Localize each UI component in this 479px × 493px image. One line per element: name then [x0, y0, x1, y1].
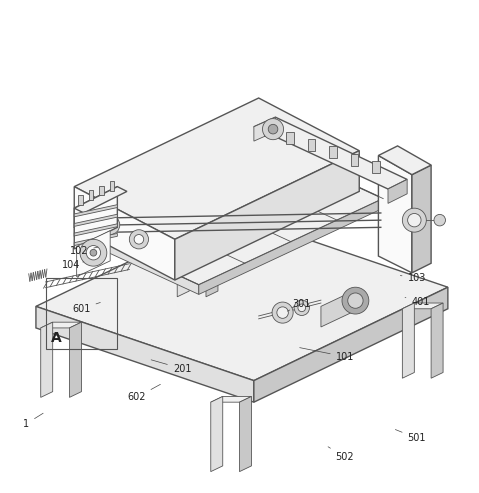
Polygon shape: [74, 141, 383, 285]
Polygon shape: [74, 224, 117, 236]
Polygon shape: [41, 322, 81, 328]
Polygon shape: [431, 303, 443, 378]
Circle shape: [80, 239, 107, 266]
Polygon shape: [78, 195, 83, 205]
Polygon shape: [264, 124, 272, 137]
Text: 104: 104: [62, 260, 84, 270]
Text: 602: 602: [127, 385, 160, 402]
Polygon shape: [74, 187, 117, 249]
Circle shape: [298, 304, 306, 312]
Text: 103: 103: [400, 273, 426, 282]
Polygon shape: [402, 303, 443, 309]
Polygon shape: [175, 151, 359, 280]
Polygon shape: [177, 221, 189, 297]
Circle shape: [105, 220, 115, 230]
Polygon shape: [99, 186, 104, 196]
Polygon shape: [36, 306, 254, 402]
Bar: [46, 278, 117, 350]
Text: 101: 101: [300, 348, 354, 362]
Polygon shape: [254, 117, 275, 141]
Polygon shape: [74, 187, 175, 280]
Text: 301: 301: [287, 299, 311, 311]
Polygon shape: [110, 181, 114, 191]
Polygon shape: [402, 303, 414, 378]
Polygon shape: [74, 187, 127, 213]
Polygon shape: [74, 233, 117, 246]
Polygon shape: [388, 179, 407, 204]
Polygon shape: [308, 139, 315, 151]
Polygon shape: [321, 290, 354, 327]
Circle shape: [342, 287, 369, 314]
Circle shape: [408, 213, 421, 227]
Polygon shape: [41, 322, 53, 397]
Polygon shape: [378, 146, 431, 175]
Text: A: A: [51, 331, 62, 346]
Text: 102: 102: [70, 246, 98, 256]
Circle shape: [348, 293, 363, 308]
Polygon shape: [89, 190, 93, 200]
Polygon shape: [286, 132, 294, 143]
Polygon shape: [77, 231, 110, 277]
Polygon shape: [206, 221, 218, 297]
Text: 501: 501: [395, 429, 426, 443]
Polygon shape: [329, 146, 337, 158]
Polygon shape: [412, 165, 431, 273]
Circle shape: [101, 215, 120, 235]
Circle shape: [268, 124, 278, 134]
Polygon shape: [36, 213, 448, 381]
Circle shape: [90, 249, 97, 256]
Polygon shape: [211, 396, 223, 472]
Polygon shape: [69, 322, 81, 397]
Circle shape: [434, 214, 445, 226]
Polygon shape: [254, 117, 407, 189]
Polygon shape: [74, 214, 117, 226]
Text: 401: 401: [405, 297, 430, 307]
Polygon shape: [240, 396, 251, 472]
Polygon shape: [351, 154, 358, 166]
Polygon shape: [74, 98, 359, 239]
Circle shape: [272, 302, 293, 323]
Polygon shape: [211, 396, 251, 402]
Polygon shape: [378, 155, 412, 273]
Text: 201: 201: [151, 360, 191, 374]
Polygon shape: [74, 227, 199, 294]
Polygon shape: [177, 221, 218, 227]
Circle shape: [86, 246, 101, 260]
Text: 502: 502: [328, 447, 354, 462]
Circle shape: [294, 300, 309, 316]
Text: 1: 1: [23, 413, 43, 429]
Circle shape: [134, 235, 144, 244]
Circle shape: [402, 208, 426, 232]
Polygon shape: [254, 287, 448, 402]
Circle shape: [129, 230, 148, 249]
Polygon shape: [372, 161, 380, 173]
Polygon shape: [74, 205, 117, 217]
Circle shape: [262, 119, 284, 140]
Text: 601: 601: [72, 303, 100, 314]
Circle shape: [277, 307, 288, 318]
Polygon shape: [199, 199, 383, 294]
